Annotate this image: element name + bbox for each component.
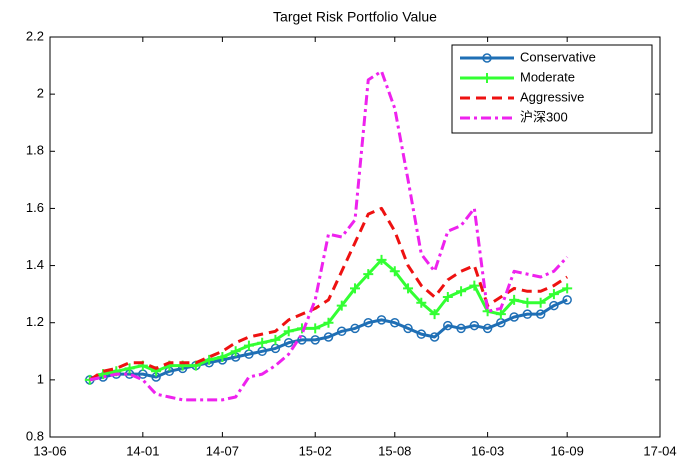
y-tick-label: 1.6 — [26, 200, 44, 215]
marker — [535, 309, 546, 319]
marker — [482, 323, 493, 334]
marker — [336, 300, 347, 311]
marker — [456, 286, 467, 297]
x-tick-label: 17-04 — [643, 443, 676, 458]
marker — [297, 335, 307, 345]
x-tick-label: 13-06 — [33, 443, 66, 458]
marker — [363, 317, 374, 328]
plot-frame — [49, 36, 661, 438]
marker — [522, 309, 533, 319]
y-tick-label: 1.2 — [26, 314, 44, 329]
x-tick-label: 14-07 — [206, 443, 239, 458]
marker — [469, 320, 480, 331]
y-tick-label: 1 — [37, 371, 44, 386]
marker — [549, 300, 559, 311]
marker — [390, 317, 400, 328]
marker — [456, 323, 466, 334]
marker — [443, 320, 453, 331]
x-tick-label: 15-02 — [299, 443, 332, 458]
marker — [403, 283, 414, 294]
y-tick-label: 1.8 — [26, 143, 44, 158]
marker — [98, 369, 109, 380]
marker — [283, 337, 294, 348]
y-tick-label: 0.8 — [26, 428, 44, 443]
y-tick-label: 2.2 — [26, 28, 44, 43]
series-line — [89, 69, 569, 402]
x-tick-label: 16-09 — [551, 443, 584, 458]
legend-label: Conservative — [520, 49, 596, 64]
marker — [416, 297, 427, 308]
marker — [217, 352, 228, 362]
marker — [323, 332, 334, 342]
marker — [509, 294, 520, 305]
x-tick-label: 14-01 — [126, 443, 159, 458]
marker — [204, 354, 215, 365]
marker — [482, 53, 492, 63]
y-tick-label: 1.4 — [26, 257, 44, 272]
x-tick-label: 16-03 — [471, 443, 504, 458]
series-line — [89, 298, 568, 382]
marker — [376, 254, 387, 265]
marker — [403, 323, 413, 334]
marker — [389, 266, 400, 277]
x-tick-label: 15-08 — [378, 443, 411, 458]
marker — [429, 332, 440, 342]
marker — [310, 335, 320, 345]
marker — [562, 295, 572, 305]
marker — [310, 323, 321, 334]
marker — [416, 329, 427, 339]
marker — [429, 309, 440, 320]
marker — [350, 283, 360, 294]
y-tick-label: 2 — [37, 86, 44, 101]
marker — [243, 340, 254, 351]
marker — [257, 337, 268, 348]
marker — [336, 326, 347, 337]
legend-label: Aggressive — [520, 89, 584, 104]
marker — [376, 315, 387, 325]
marker — [495, 309, 506, 320]
marker — [548, 289, 559, 300]
marker — [522, 297, 533, 308]
marker — [535, 297, 546, 308]
marker — [442, 292, 453, 302]
marker — [469, 280, 480, 291]
marker — [363, 269, 374, 280]
marker — [124, 363, 135, 374]
marker — [323, 317, 334, 328]
marker — [270, 334, 281, 345]
marker — [509, 312, 519, 322]
marker — [283, 326, 294, 337]
legend-label: 沪深300 — [520, 109, 568, 124]
marker — [350, 323, 360, 334]
marker — [562, 283, 573, 294]
chart-title: Target Risk Portfolio Value — [273, 9, 437, 25]
legend-label: Moderate — [520, 69, 575, 84]
marker — [482, 73, 492, 83]
marker — [230, 346, 241, 357]
